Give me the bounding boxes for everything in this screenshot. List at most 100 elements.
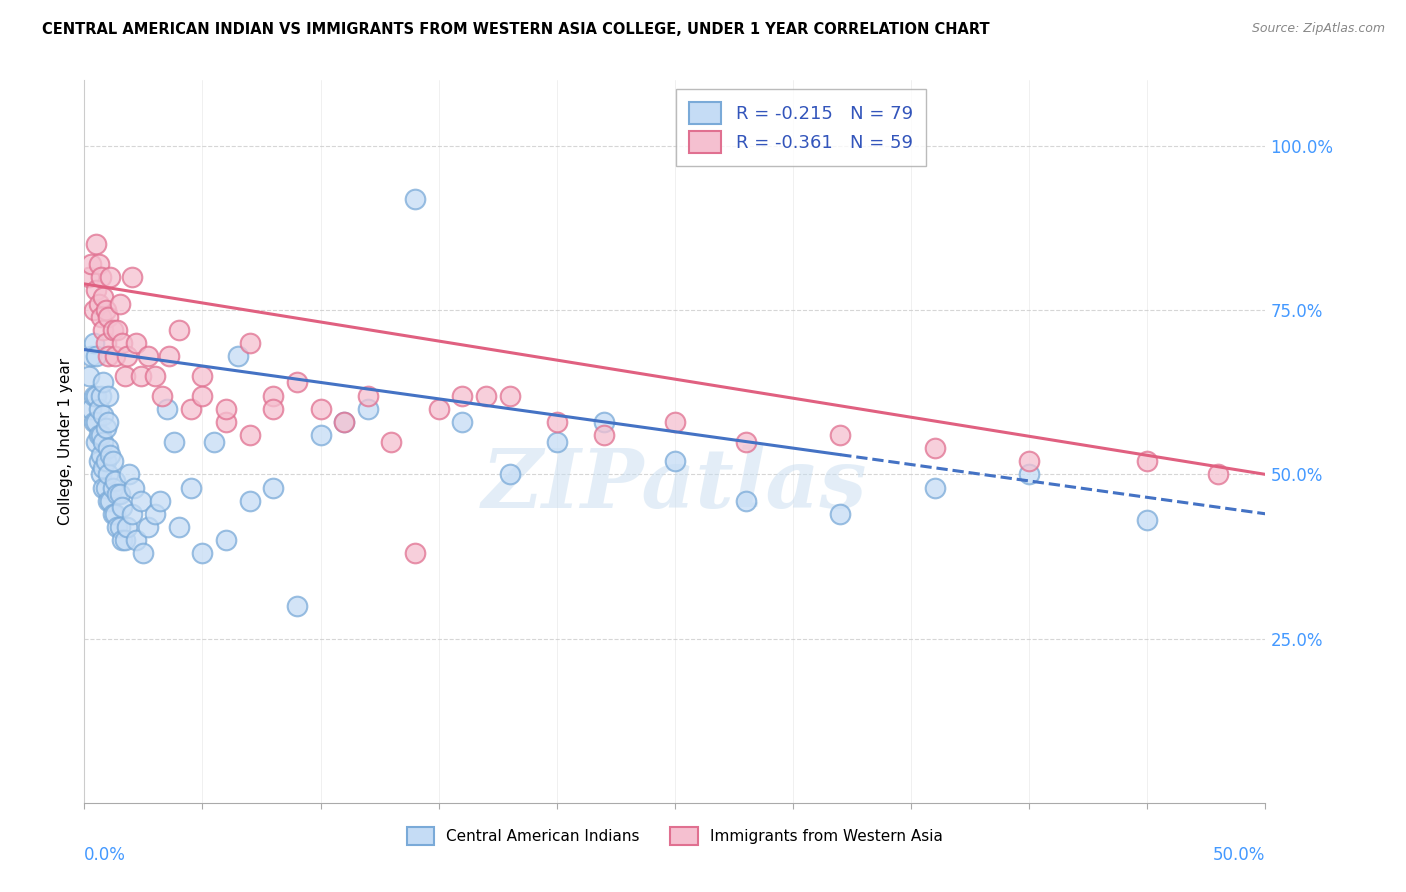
Text: 50.0%: 50.0% [1213, 847, 1265, 864]
Point [98, 448, 121, 462]
Point [104, 349, 127, 363]
Point [357, 388, 380, 402]
Point [91, 460, 114, 475]
Point [90, 428, 112, 442]
Point [498, 388, 520, 402]
Point [309, 428, 332, 442]
Point [125, 336, 148, 351]
Point [121, 507, 143, 521]
Point [239, 336, 262, 351]
Point [830, 428, 852, 442]
Point [111, 500, 134, 515]
Text: Source: ZipAtlas.com: Source: ZipAtlas.com [1251, 22, 1385, 36]
Point [664, 454, 686, 468]
Point [546, 415, 568, 429]
Point [90, 467, 112, 482]
Point [104, 474, 127, 488]
Point [94, 481, 117, 495]
Point [191, 368, 214, 383]
Point [97, 388, 120, 402]
Point [122, 481, 145, 495]
Point [84, 434, 107, 449]
Point [475, 388, 498, 402]
Legend: Central American Indians, Immigrants from Western Asia: Central American Indians, Immigrants fro… [399, 819, 950, 853]
Point [404, 546, 426, 560]
Point [924, 481, 946, 495]
Point [90, 270, 112, 285]
Point [262, 481, 284, 495]
Point [121, 270, 143, 285]
Point [593, 428, 616, 442]
Point [115, 520, 138, 534]
Point [333, 415, 356, 429]
Point [94, 303, 117, 318]
Point [1018, 467, 1040, 482]
Point [451, 388, 474, 402]
Point [427, 401, 450, 416]
Point [77, 270, 100, 285]
Point [101, 481, 124, 495]
Point [94, 421, 117, 435]
Point [546, 434, 568, 449]
Point [87, 454, 110, 468]
Point [108, 487, 131, 501]
Point [107, 487, 129, 501]
Point [101, 323, 124, 337]
Point [924, 441, 946, 455]
Point [451, 415, 474, 429]
Point [357, 401, 380, 416]
Point [167, 323, 190, 337]
Point [129, 368, 152, 383]
Point [498, 467, 520, 482]
Point [380, 434, 402, 449]
Point [593, 415, 616, 429]
Point [333, 415, 356, 429]
Point [309, 401, 332, 416]
Point [157, 349, 180, 363]
Point [80, 257, 103, 271]
Point [83, 303, 105, 318]
Point [87, 257, 110, 271]
Point [129, 493, 152, 508]
Point [132, 546, 155, 560]
Point [114, 533, 136, 547]
Point [239, 428, 262, 442]
Point [1018, 454, 1040, 468]
Point [97, 441, 120, 455]
Point [215, 533, 238, 547]
Point [97, 493, 120, 508]
Point [107, 520, 129, 534]
Point [101, 507, 124, 521]
Point [91, 481, 114, 495]
Point [91, 376, 114, 390]
Point [101, 454, 124, 468]
Point [97, 415, 120, 429]
Point [125, 533, 148, 547]
Point [80, 349, 103, 363]
Point [84, 349, 107, 363]
Point [262, 401, 284, 416]
Point [143, 368, 166, 383]
Point [104, 507, 127, 521]
Point [83, 415, 105, 429]
Point [77, 368, 100, 383]
Point [180, 481, 202, 495]
Point [94, 454, 117, 468]
Text: ZIPatlas: ZIPatlas [482, 445, 868, 524]
Point [136, 520, 159, 534]
Point [734, 434, 756, 449]
Point [111, 336, 134, 351]
Point [830, 507, 852, 521]
Point [239, 493, 262, 508]
Point [108, 520, 131, 534]
Point [734, 493, 756, 508]
Point [98, 493, 121, 508]
Point [90, 448, 112, 462]
Point [149, 493, 172, 508]
Point [87, 401, 110, 416]
Point [84, 388, 107, 402]
Point [87, 296, 110, 310]
Text: 0.0%: 0.0% [84, 847, 127, 864]
Point [156, 401, 179, 416]
Point [215, 415, 238, 429]
